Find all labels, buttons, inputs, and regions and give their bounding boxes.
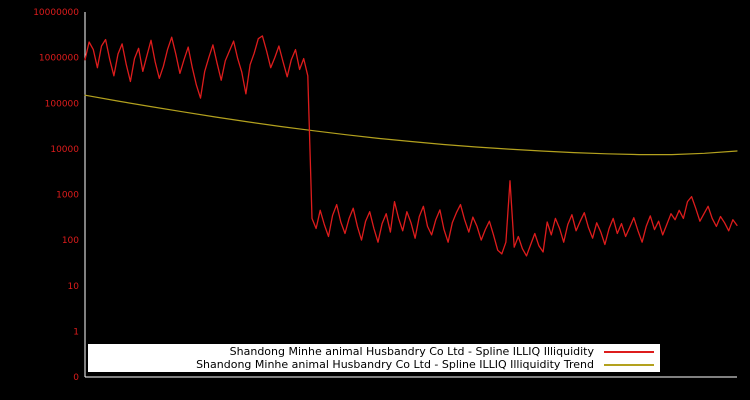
series-line-illiquidity <box>84 35 738 257</box>
legend-entry-trend: Shandong Minhe animal Husbandry Co Ltd -… <box>94 358 654 371</box>
series-line-trend <box>84 94 738 156</box>
y-axis-tick-label: 1000000 <box>39 54 79 64</box>
legend-label-illiquidity: Shandong Minhe animal Husbandry Co Ltd -… <box>229 345 594 358</box>
y-axis-tick-label: 10000 <box>50 145 79 155</box>
legend-line-trend-icon <box>604 363 654 366</box>
y-axis-tick-label: 100000 <box>45 99 80 109</box>
y-axis-tick-label: 0 <box>73 373 79 383</box>
y-axis-tick-label: 10000000 <box>33 8 79 18</box>
legend-entry-illiquidity: Shandong Minhe animal Husbandry Co Ltd -… <box>94 345 654 358</box>
y-axis-tick-label: 100 <box>62 236 79 246</box>
y-axis-tick-label: 1 <box>73 327 79 337</box>
legend-label-trend: Shandong Minhe animal Husbandry Co Ltd -… <box>196 358 594 371</box>
y-axis-tick-label: 10 <box>68 282 80 292</box>
y-axis-tick-label: 1000 <box>56 191 79 201</box>
legend: Shandong Minhe animal Husbandry Co Ltd -… <box>88 344 660 372</box>
legend-line-illiquidity-icon <box>604 350 654 353</box>
